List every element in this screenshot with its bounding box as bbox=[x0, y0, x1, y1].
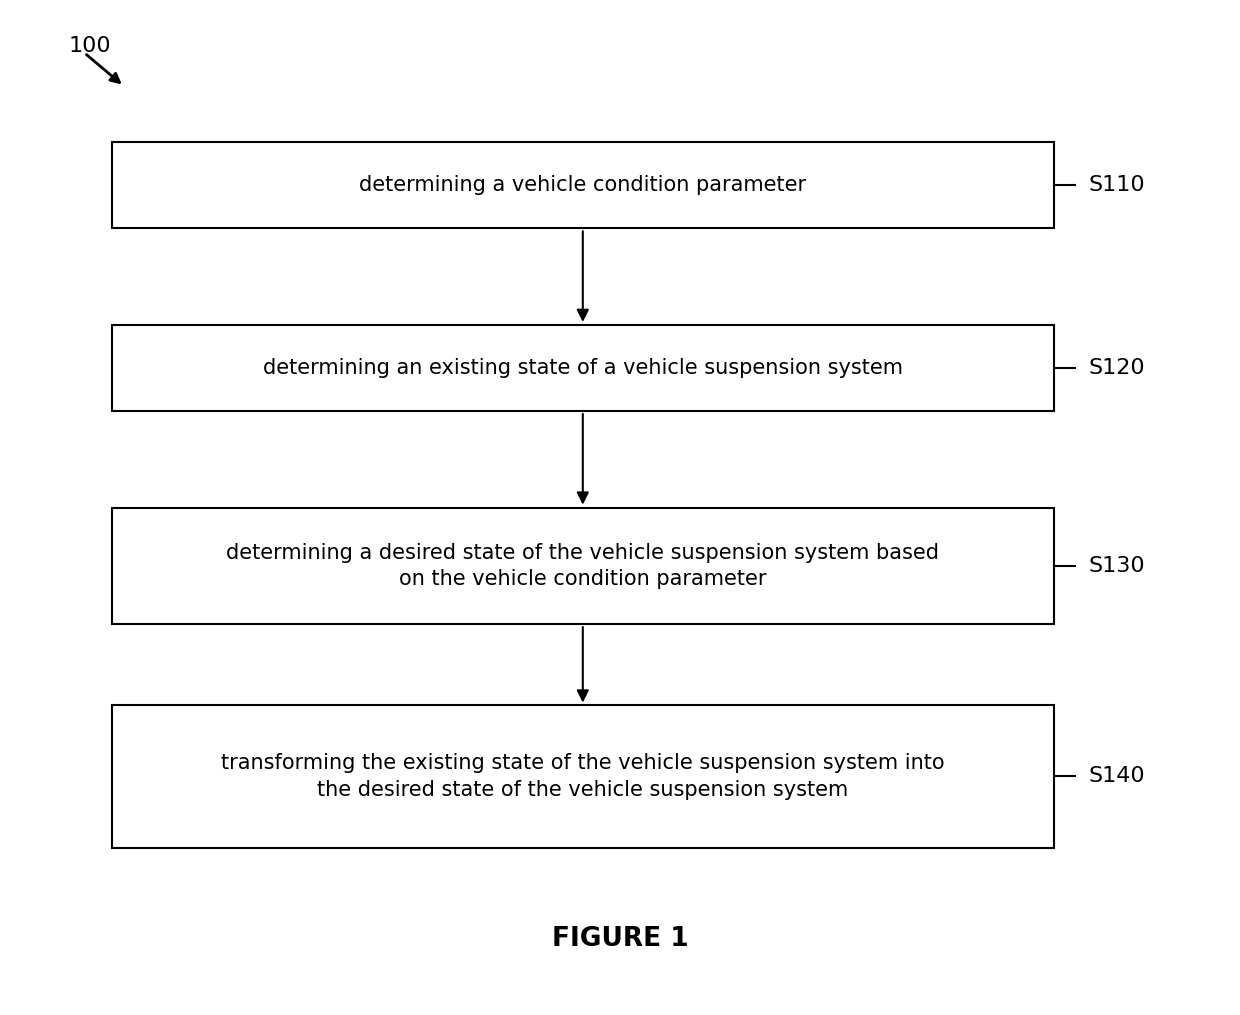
FancyBboxPatch shape bbox=[112, 705, 1054, 848]
Text: S140: S140 bbox=[1089, 766, 1146, 787]
Text: S120: S120 bbox=[1089, 358, 1146, 378]
FancyBboxPatch shape bbox=[112, 142, 1054, 228]
Text: S110: S110 bbox=[1089, 176, 1146, 195]
FancyBboxPatch shape bbox=[112, 325, 1054, 411]
Text: transforming the existing state of the vehicle suspension system into
the desire: transforming the existing state of the v… bbox=[221, 753, 945, 800]
Text: determining a desired state of the vehicle suspension system based
on the vehicl: determining a desired state of the vehic… bbox=[226, 543, 940, 589]
FancyBboxPatch shape bbox=[112, 508, 1054, 624]
Text: 100: 100 bbox=[68, 36, 110, 56]
Text: FIGURE 1: FIGURE 1 bbox=[552, 926, 688, 952]
Text: determining an existing state of a vehicle suspension system: determining an existing state of a vehic… bbox=[263, 358, 903, 378]
Text: S130: S130 bbox=[1089, 556, 1146, 576]
Text: determining a vehicle condition parameter: determining a vehicle condition paramete… bbox=[360, 176, 806, 195]
